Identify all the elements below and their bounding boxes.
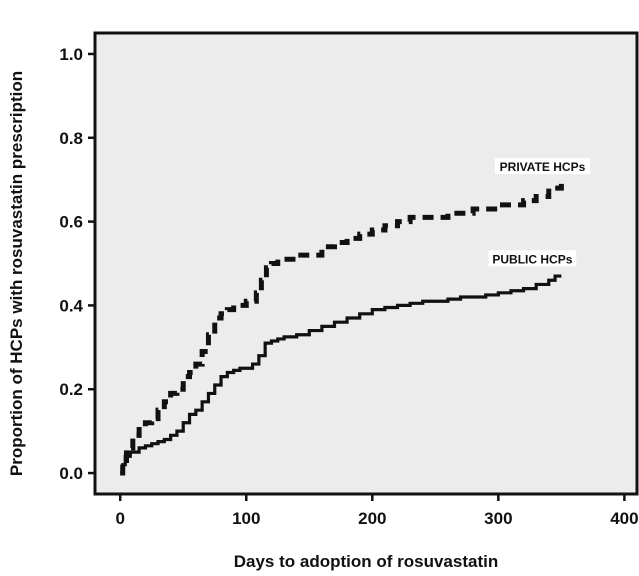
x-tick-label: 100	[232, 509, 260, 528]
y-tick-label: 0.0	[59, 464, 83, 483]
plot-frame	[93, 31, 639, 496]
y-tick-label: 1.0	[59, 45, 83, 64]
x-tick-label: 0	[115, 509, 124, 528]
annotation-box-0	[494, 158, 591, 175]
annotation-box-1	[488, 250, 577, 267]
series-line-private-hcps	[120, 183, 564, 476]
y-tick-label: 0.4	[59, 296, 83, 315]
series-line-public-hcps	[120, 274, 562, 475]
y-tick-label: 0.2	[59, 380, 83, 399]
annotation-label-1: PUBLIC HCPs	[492, 252, 572, 266]
y-tick-label: 0.6	[59, 213, 83, 232]
x-tick-label: 200	[358, 509, 386, 528]
y-axis-title: Proportion of HCPs with rosuvastatin pre…	[7, 71, 26, 476]
y-tick-label: 0.8	[59, 129, 83, 148]
x-tick-label: 400	[610, 509, 638, 528]
x-tick-label: 300	[484, 509, 512, 528]
annotation-label-0: PRIVATE HCPs	[500, 160, 586, 174]
x-axis-title: Days to adoption of rosuvastatin	[234, 552, 498, 571]
